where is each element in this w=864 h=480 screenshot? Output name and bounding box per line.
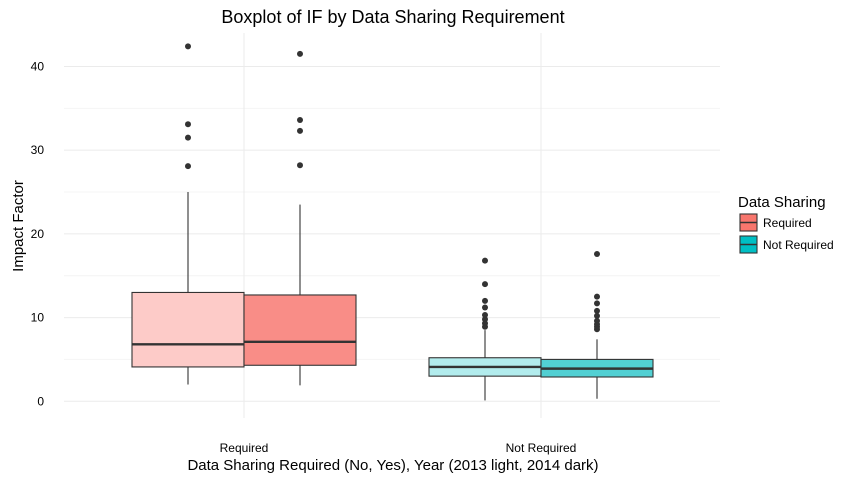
legend-key [739, 213, 758, 232]
box-iqr [131, 291, 245, 368]
outlier-point [185, 134, 191, 141]
chart-title: Boxplot of IF by Data Sharing Requiremen… [221, 7, 564, 27]
box-required-2013 [131, 43, 245, 385]
outlier-point [297, 50, 303, 57]
outlier-point [594, 300, 600, 307]
outlier-point [482, 320, 488, 327]
outlier-point [185, 163, 191, 170]
outlier-point [185, 121, 191, 128]
legend-label: Not Required [763, 238, 834, 252]
y-axis: 0 10 20 30 40 [31, 59, 45, 408]
box-not-required-2013 [428, 257, 542, 401]
outlier-point [297, 127, 303, 134]
y-tick-label: 10 [31, 311, 45, 325]
x-tick-label: Not Required [506, 441, 577, 455]
box-iqr [243, 294, 357, 366]
box-required-2014 [243, 50, 357, 386]
outlier-point [594, 293, 600, 300]
y-axis-title: Impact Factor [10, 180, 27, 272]
box-layer [131, 43, 654, 401]
legend-label: Required [763, 216, 812, 230]
outlier-point [297, 117, 303, 124]
y-tick-label: 20 [31, 227, 45, 241]
legend-title: Data Sharing [738, 194, 826, 211]
outlier-point [482, 312, 488, 319]
x-axis-title: Data Sharing Required (No, Yes), Year (2… [187, 457, 598, 474]
outlier-point [482, 297, 488, 304]
legend: Data Sharing Required Not Required [738, 194, 834, 254]
legend-key [739, 235, 758, 254]
y-tick-label: 0 [37, 394, 44, 408]
y-tick-label: 30 [31, 143, 45, 157]
outlier-point [482, 281, 488, 288]
outlier-point [594, 307, 600, 314]
outlier-point [482, 257, 488, 264]
outlier-point [297, 162, 303, 169]
x-axis: Required Not Required [220, 441, 577, 455]
y-tick-label: 40 [31, 59, 45, 73]
box-not-required-2014 [540, 250, 654, 399]
outlier-point [594, 317, 600, 324]
outlier-point [482, 304, 488, 311]
outlier-point [482, 316, 488, 323]
outlier-point [594, 250, 600, 257]
x-tick-label: Required [220, 441, 269, 455]
outlier-point [594, 312, 600, 319]
outlier-point [185, 43, 191, 50]
